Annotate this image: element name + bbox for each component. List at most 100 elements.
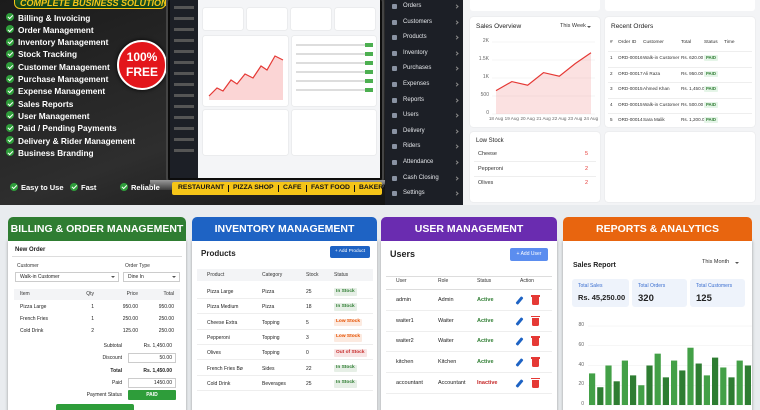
- cell: 18: [306, 304, 312, 311]
- delete-icon[interactable]: [532, 317, 539, 326]
- feature-check: [6, 37, 14, 46]
- bar: [712, 357, 719, 405]
- month-select[interactable]: This Month: [702, 258, 742, 267]
- menu-item[interactable]: Products: [403, 34, 427, 41]
- paid-badge: PAID: [128, 390, 176, 401]
- card-header: [381, 217, 557, 241]
- save-button: [56, 404, 134, 410]
- mini-card: [292, 110, 376, 155]
- cell: 22: [306, 365, 312, 372]
- delete-icon[interactable]: [532, 338, 539, 347]
- business-type: FAST FOOD: [311, 184, 350, 191]
- mini-badge: [365, 61, 373, 65]
- feature: Purchase Management: [18, 74, 109, 84]
- menu-item[interactable]: Orders: [403, 3, 422, 9]
- mini-badge: [365, 70, 373, 74]
- y-tick-label: 500: [480, 92, 489, 98]
- mini-menu-item: [174, 17, 194, 20]
- menu-item[interactable]: Delivery: [403, 127, 425, 134]
- menu-item[interactable]: Users: [403, 112, 419, 119]
- menu-item[interactable]: Riders: [403, 143, 421, 150]
- summary-value: Rs. 1,450.00: [143, 343, 172, 349]
- menu-item[interactable]: Purchases: [403, 65, 432, 72]
- customer-select[interactable]: Walk-in Customer: [15, 272, 119, 282]
- y-tick-label: 2K: [482, 38, 489, 44]
- menu-item[interactable]: Settings: [403, 190, 425, 197]
- column-header: Status: [477, 278, 492, 284]
- menu-icon: [392, 66, 397, 72]
- menu-item[interactable]: Customers: [403, 18, 433, 25]
- cell: Sara Malik: [643, 117, 665, 122]
- delete-icon[interactable]: [532, 379, 539, 388]
- separator: [228, 185, 229, 192]
- stat-card: [470, 0, 600, 11]
- column-header: Product: [207, 272, 225, 278]
- feature-check: [6, 86, 14, 95]
- row-divider: [197, 389, 373, 391]
- feature-check: [6, 99, 14, 108]
- feature-card: [381, 240, 557, 410]
- cell: 2: [91, 328, 94, 334]
- cell: 3: [306, 334, 309, 341]
- order-type-select[interactable]: Dine In: [123, 272, 180, 282]
- feature-check: [6, 123, 14, 132]
- delete-icon-lid: [531, 357, 540, 359]
- mini-card: [291, 8, 331, 30]
- cell: Kitchen: [438, 359, 457, 366]
- row-divider: [386, 392, 552, 394]
- feature-card: [192, 240, 377, 410]
- business-type: PIZZA SHOP: [233, 184, 274, 191]
- feature: Delivery & Rider Management: [18, 135, 136, 146]
- feature-check: [6, 13, 14, 21]
- separator: [306, 185, 307, 192]
- cell: Cold Drink: [207, 380, 231, 387]
- menu-item[interactable]: Attendance: [403, 159, 434, 165]
- cell: Beverages: [262, 380, 286, 387]
- status-badge: PAID: [704, 55, 718, 62]
- sidebar: [385, 0, 463, 205]
- column-header: Item: [20, 291, 30, 297]
- card-title: Low Stock: [476, 138, 504, 144]
- delete-icon[interactable]: [532, 359, 539, 368]
- bar: [589, 373, 596, 405]
- delete-icon-lid: [531, 295, 540, 297]
- cell: kitchen: [396, 359, 414, 366]
- menu-item[interactable]: Reports: [403, 96, 425, 103]
- feature-check: [6, 25, 14, 34]
- add-product-button[interactable]: + Add Product: [330, 246, 370, 258]
- divider: [12, 256, 182, 257]
- add-user-button[interactable]: + Add User: [510, 248, 548, 261]
- menu-icon: [392, 19, 397, 25]
- user-status: Inactive: [477, 379, 498, 386]
- delete-icon-lid: [531, 315, 540, 318]
- cell: Walk-in Customer: [643, 55, 680, 60]
- stat-value: 320: [638, 293, 654, 304]
- cell: 1: [91, 316, 94, 322]
- row-divider: [608, 82, 752, 83]
- cell: waiter2: [396, 338, 414, 345]
- stock-qty: 5: [584, 151, 588, 157]
- input-box: [128, 353, 176, 364]
- sales-card: [470, 17, 600, 127]
- stat-box: [632, 279, 687, 307]
- mini-menu-item: [174, 149, 194, 152]
- y-tick-label: 1.5K: [478, 56, 489, 62]
- badge-text: 100%: [126, 50, 158, 64]
- menu-item[interactable]: Cash Closing: [403, 174, 439, 181]
- column-header: Category: [262, 272, 283, 278]
- column-header: Qty: [86, 291, 94, 297]
- cell: Walk-in Customer: [643, 101, 680, 107]
- row-divider: [608, 51, 752, 52]
- menu-item[interactable]: Inventory: [403, 49, 428, 56]
- row-divider: [197, 298, 373, 299]
- delete-icon[interactable]: [532, 297, 539, 305]
- bar: [687, 347, 694, 405]
- menu-item[interactable]: Expenses: [403, 81, 430, 87]
- feature-check: [6, 62, 14, 71]
- cell: Topping: [262, 319, 280, 326]
- cell: Sides: [262, 365, 275, 372]
- mini-menu-item: [174, 94, 194, 97]
- feature-check: [6, 111, 14, 120]
- card-header: [8, 217, 186, 241]
- cell: 0: [306, 350, 309, 357]
